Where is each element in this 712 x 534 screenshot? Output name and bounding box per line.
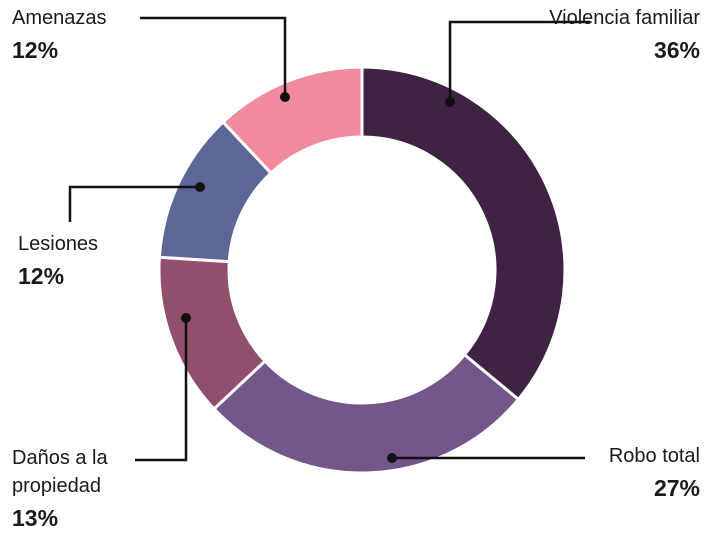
leader-line bbox=[448, 20, 590, 102]
category-name: Daños a la propiedad bbox=[12, 447, 108, 497]
leader-line bbox=[140, 16, 287, 97]
donut-slice bbox=[220, 65, 364, 176]
category-name: Amenazas bbox=[12, 7, 107, 29]
value-label: 12% bbox=[18, 263, 65, 289]
value-label: 13% bbox=[12, 505, 59, 531]
leader-dot bbox=[387, 453, 397, 463]
donut-slice bbox=[360, 65, 567, 402]
leader-dot bbox=[445, 97, 455, 107]
slice-label: Lesiones 12% bbox=[18, 230, 138, 290]
leader-dot bbox=[280, 92, 290, 102]
value-label: 36% bbox=[653, 37, 700, 63]
value-label: 12% bbox=[12, 37, 59, 63]
leader-dot bbox=[181, 313, 191, 323]
leader-line bbox=[68, 185, 200, 222]
slice-label: Violencia familiar 36% bbox=[540, 4, 700, 64]
donut-slice bbox=[211, 352, 521, 475]
slice-label: Robo total 27% bbox=[540, 442, 700, 502]
slice-label: Amenazas 12% bbox=[12, 4, 142, 64]
leader-line bbox=[135, 318, 188, 462]
slice-label: Daños a la propiedad 13% bbox=[12, 444, 132, 532]
category-name: Robo total bbox=[608, 445, 700, 467]
category-name: Lesiones bbox=[18, 233, 99, 255]
category-name: Violencia familiar bbox=[549, 7, 700, 29]
leader-dot bbox=[195, 182, 205, 192]
value-label: 27% bbox=[653, 475, 700, 501]
